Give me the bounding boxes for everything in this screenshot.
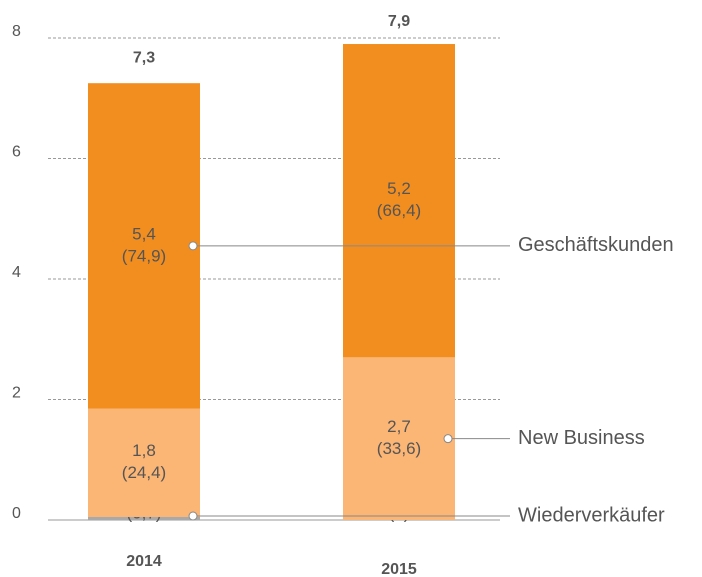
y-tick-label: 8 — [12, 23, 21, 40]
y-tick-label: 4 — [12, 264, 21, 281]
value-label: 5,2 — [387, 179, 411, 198]
legend-dot — [443, 434, 453, 444]
total-label: 7,3 — [133, 49, 155, 66]
total-label: 7,9 — [388, 13, 410, 30]
bar-segment — [88, 83, 200, 409]
legend-label: Geschäftskunden — [518, 234, 674, 256]
share-label: (24,4) — [122, 463, 166, 482]
share-label: (66,4) — [377, 201, 421, 220]
bar-segment — [343, 44, 455, 358]
value-label: 1,8 — [132, 441, 156, 460]
legend-dot — [188, 511, 198, 521]
value-label: 5,4 — [132, 224, 156, 243]
share-label: (33,6) — [377, 439, 421, 458]
bar-segment — [343, 357, 455, 520]
value-label: 2,7 — [387, 417, 411, 436]
legend-label: New Business — [518, 427, 645, 449]
x-tick-label: 2014 — [126, 553, 162, 570]
x-tick-label: 2015 — [381, 561, 417, 577]
share-label: (74,9) — [122, 246, 166, 265]
bar-segment — [88, 516, 200, 520]
legend-label: Wiederverkäufer — [518, 504, 665, 526]
y-tick-label: 2 — [12, 385, 21, 402]
y-tick-label: 6 — [12, 144, 21, 161]
legend-dot — [188, 241, 198, 251]
bar-segment — [88, 408, 200, 517]
y-tick-label: 0 — [12, 505, 21, 522]
